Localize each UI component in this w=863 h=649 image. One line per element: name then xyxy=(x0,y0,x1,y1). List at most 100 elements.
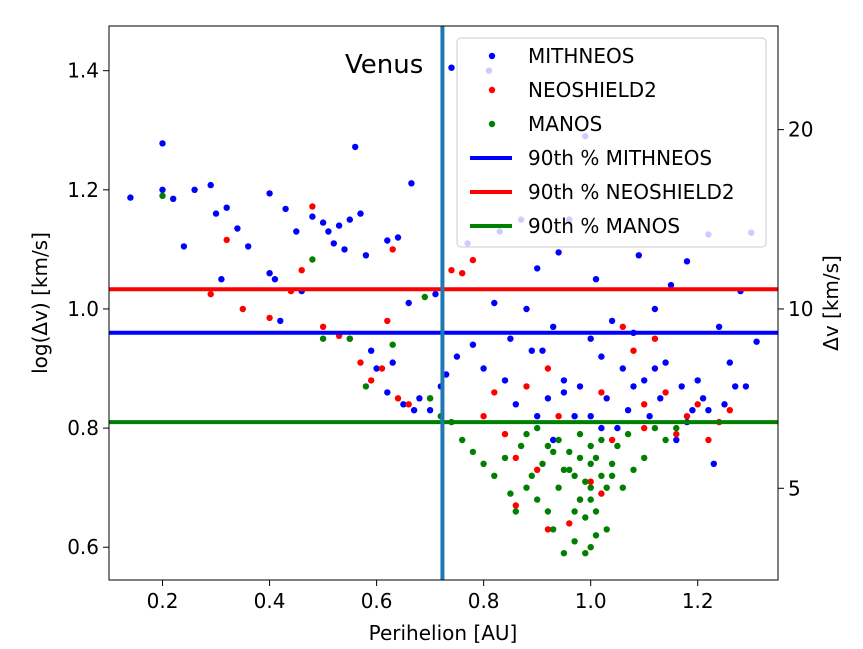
data-point xyxy=(512,508,519,515)
legend-entry: 90th % NEOSHIELD2 xyxy=(470,180,735,204)
data-point xyxy=(576,496,584,503)
data-point xyxy=(587,544,594,551)
data-point xyxy=(426,407,434,414)
data-point xyxy=(619,323,626,330)
data-point xyxy=(277,317,284,325)
y-tick-label: 0.8 xyxy=(67,416,99,440)
data-point xyxy=(293,228,300,235)
data-point xyxy=(405,401,412,408)
data-point xyxy=(576,383,584,390)
data-point xyxy=(416,395,423,402)
data-point xyxy=(408,180,415,187)
data-point xyxy=(448,64,455,71)
data-point xyxy=(346,216,353,223)
data-point xyxy=(218,276,225,283)
data-point xyxy=(608,317,616,325)
data-point xyxy=(641,401,648,408)
data-point xyxy=(159,140,166,147)
legend-marker xyxy=(488,120,496,128)
data-point xyxy=(491,472,498,479)
data-point xyxy=(341,246,348,253)
reference-lines-layer xyxy=(109,26,778,580)
data-point xyxy=(598,353,605,360)
data-point xyxy=(587,478,594,485)
data-point xyxy=(491,299,498,307)
data-point xyxy=(651,305,659,313)
data-point xyxy=(641,377,648,384)
data-point xyxy=(576,454,584,462)
data-point xyxy=(159,186,166,193)
data-point xyxy=(159,192,166,199)
data-point xyxy=(726,359,733,366)
data-point xyxy=(555,484,562,491)
data-point xyxy=(603,395,610,402)
data-point xyxy=(239,305,246,313)
right-y-tick-label: 20 xyxy=(788,118,813,142)
data-point xyxy=(726,407,733,414)
data-point xyxy=(683,258,691,265)
data-point xyxy=(319,219,327,226)
y-axis-label: log(Δv) [km/s] xyxy=(28,232,52,374)
data-point xyxy=(319,335,327,342)
data-point xyxy=(598,436,605,444)
data-point xyxy=(512,401,519,408)
data-point xyxy=(271,276,279,283)
data-point xyxy=(576,430,584,438)
data-point xyxy=(491,389,498,396)
legend-entry: 90th % MITHNEOS xyxy=(470,146,712,170)
data-point xyxy=(555,249,562,256)
data-point xyxy=(453,353,461,360)
data-point xyxy=(191,186,198,193)
data-point xyxy=(544,365,552,372)
data-point xyxy=(544,442,552,450)
legend-label: NEOSHIELD2 xyxy=(528,78,657,102)
data-point xyxy=(507,335,514,342)
data-point xyxy=(566,448,573,456)
data-point xyxy=(384,389,391,396)
data-point xyxy=(592,276,600,283)
data-point xyxy=(544,395,552,402)
data-point xyxy=(469,256,477,264)
data-point xyxy=(587,484,594,491)
data-point xyxy=(667,281,675,289)
data-point xyxy=(694,377,701,384)
data-point xyxy=(266,190,273,197)
data-point xyxy=(389,359,396,366)
data-point xyxy=(598,424,605,432)
data-point xyxy=(432,290,439,298)
data-point xyxy=(400,401,407,408)
data-point xyxy=(319,323,327,330)
data-point xyxy=(223,236,230,244)
data-point xyxy=(598,472,605,479)
data-point xyxy=(534,424,541,432)
data-point xyxy=(443,371,450,378)
data-point xyxy=(362,252,370,259)
y-tick-label: 1.0 xyxy=(67,297,99,321)
data-point xyxy=(523,305,530,313)
data-point xyxy=(234,225,241,232)
data-point xyxy=(560,550,568,557)
data-point xyxy=(662,389,669,396)
data-point xyxy=(592,508,600,515)
data-point xyxy=(582,514,589,521)
data-point xyxy=(624,407,632,414)
data-point xyxy=(501,377,509,384)
data-point xyxy=(651,365,659,372)
data-point xyxy=(571,538,578,545)
x-tick-label: 0.2 xyxy=(147,589,179,613)
data-point xyxy=(528,347,535,354)
data-point xyxy=(368,377,375,384)
data-point xyxy=(501,454,509,462)
data-point xyxy=(405,299,412,307)
data-point xyxy=(539,460,546,467)
data-point xyxy=(753,338,760,345)
data-point xyxy=(544,526,552,533)
legend-entry: 90th % MANOS xyxy=(470,214,680,238)
x-tick-label: 0.6 xyxy=(361,589,393,613)
data-point xyxy=(673,424,680,432)
data-point xyxy=(619,484,626,491)
data-point xyxy=(180,243,188,250)
data-point xyxy=(544,508,552,515)
data-point xyxy=(705,436,712,444)
